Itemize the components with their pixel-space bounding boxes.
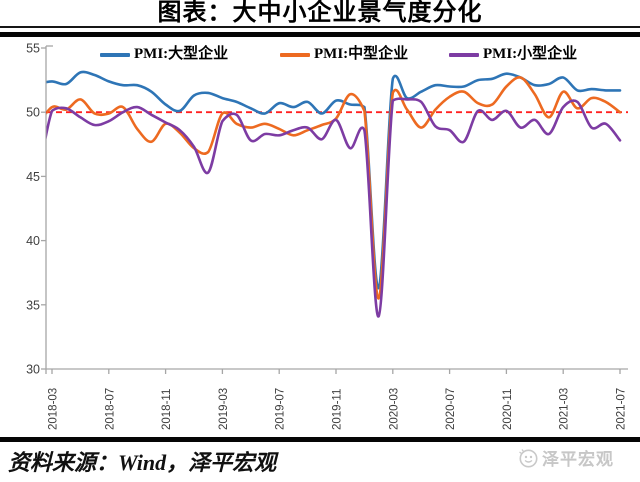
x-tick-label: 2021-03 (559, 388, 571, 430)
x-tick-label: 2018-03 (48, 388, 60, 430)
series-line-0 (46, 70, 622, 290)
legend-label: PMI:中型企业 (314, 46, 409, 62)
legend-label: PMI:小型企业 (483, 46, 578, 62)
legend-item-2: PMI:小型企业 (449, 47, 577, 62)
x-tick-label: 2018-11 (161, 389, 173, 430)
series-line-1 (46, 76, 622, 300)
legend-line-swatch (280, 52, 310, 57)
legend-line-swatch (449, 52, 479, 57)
y-tick-label: 35 (26, 298, 40, 312)
y-tick-label: 45 (26, 170, 40, 184)
watermark: 泽平宏观 (517, 445, 614, 470)
series-group (46, 70, 622, 318)
pmi-line-chart: 55 50 45 40 35 30 2018-03 2018-07 2018-11 2019-03… (26, 42, 628, 430)
x-tick-label: 2021-07 (616, 388, 628, 430)
y-tick-label: 50 (26, 106, 40, 120)
y-tick-label: 30 (26, 363, 40, 377)
series-line-2 (46, 97, 622, 318)
source-note: 资料来源：Wind，泽平宏观 (8, 450, 277, 475)
watermark-text: 泽平宏观 (542, 450, 614, 469)
x-tick-label: 2020-03 (388, 388, 400, 430)
chart-title: 图表：大中小企业景气度分化 (157, 0, 483, 26)
legend-line-swatch (100, 52, 130, 57)
x-tick-label: 2019-03 (218, 388, 230, 430)
x-tick-label: 2018-07 (104, 388, 116, 430)
legend-item-0: PMI:大型企业 (100, 47, 228, 62)
y-tick-label: 40 (26, 234, 40, 248)
legend-item-1: PMI:中型企业 (280, 47, 408, 62)
title-underline (0, 26, 640, 28)
x-tick-label: 2019-11 (332, 389, 344, 430)
header-divider (0, 32, 640, 37)
y-tick-label: 55 (26, 42, 40, 56)
legend-label: PMI:大型企业 (134, 46, 229, 62)
footer-divider (0, 437, 640, 442)
x-tick-label: 2020-11 (502, 389, 514, 430)
zeping-macro-logo-icon (519, 448, 538, 467)
x-tick-label: 2019-07 (275, 388, 287, 430)
x-tick-label: 2020-07 (445, 388, 457, 430)
